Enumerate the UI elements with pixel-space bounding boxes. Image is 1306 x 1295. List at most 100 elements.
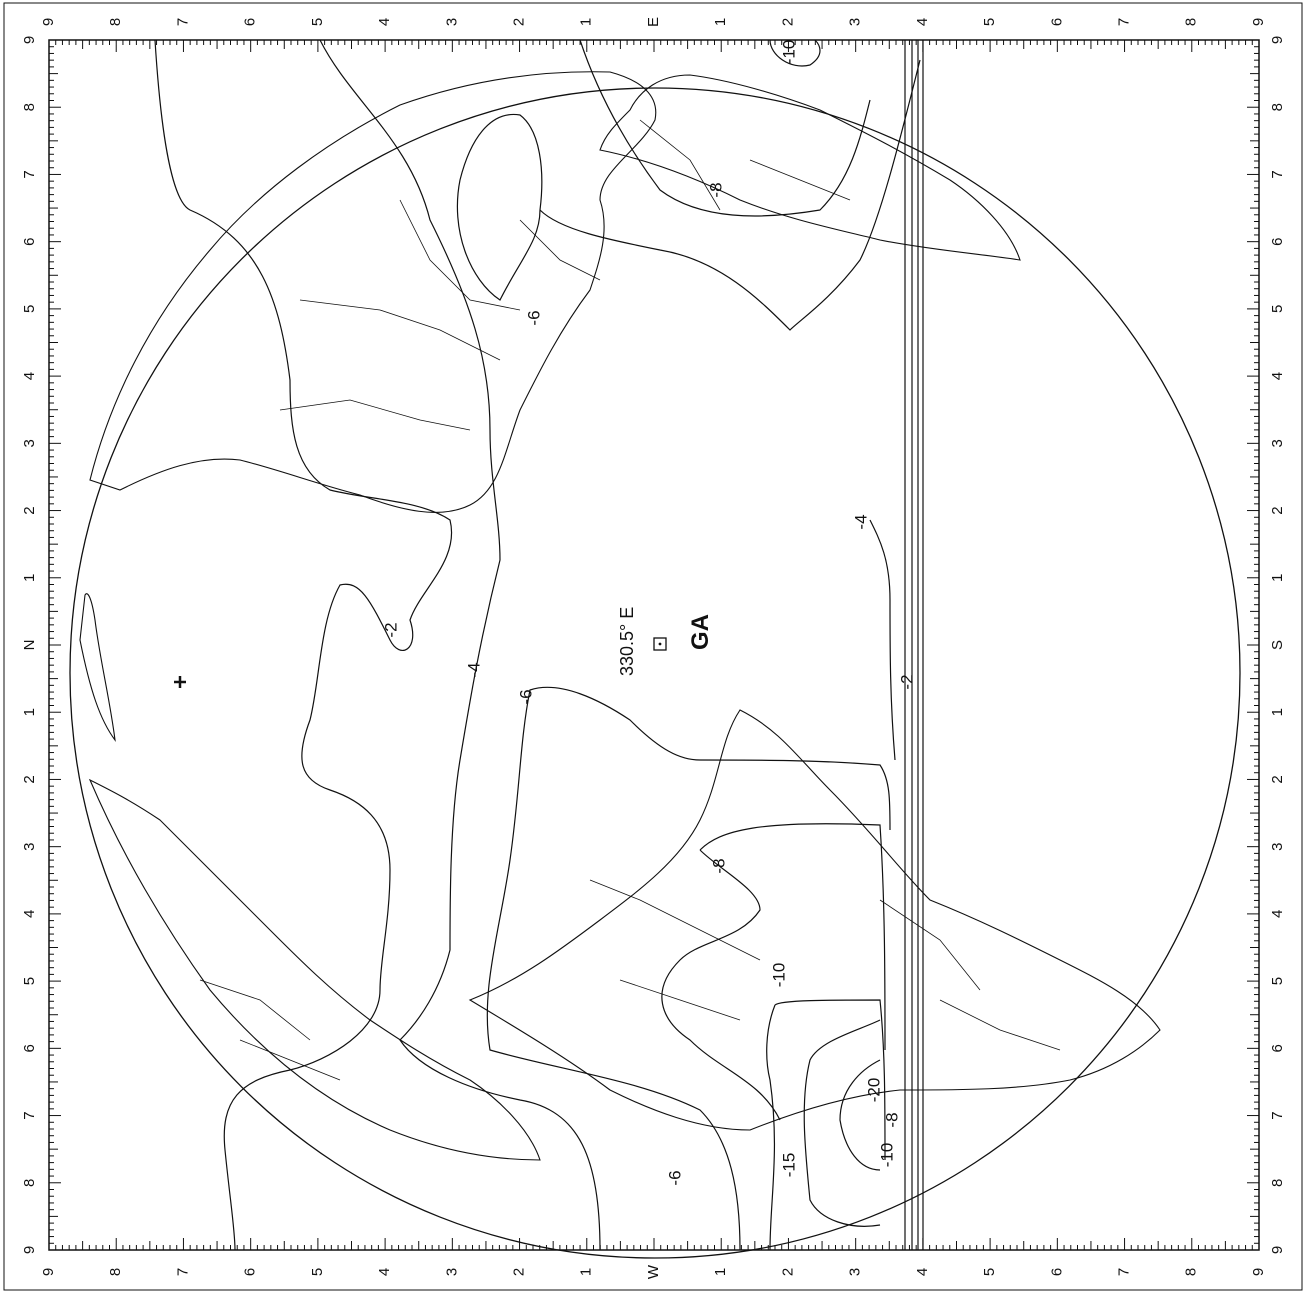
contour-top-minus-8 bbox=[579, 39, 871, 217]
scale-label-right: 8 bbox=[1269, 1179, 1286, 1187]
contour-minus-2 bbox=[154, 39, 453, 1251]
scale-label-bottom: 2 bbox=[779, 1268, 796, 1276]
scale-label-bottom: 9 bbox=[1250, 1268, 1267, 1276]
satellite-position-marker bbox=[653, 637, 667, 651]
scale-label-top: 7 bbox=[1116, 18, 1133, 26]
scale-label-left: 6 bbox=[21, 1044, 38, 1052]
scale-label-bottom: 1 bbox=[578, 1268, 595, 1276]
scale-label-left: 7 bbox=[21, 1111, 38, 1119]
scale-label-right: 6 bbox=[1269, 237, 1286, 245]
scale-label-right: 2 bbox=[1269, 775, 1286, 783]
contour-label: -2 bbox=[897, 674, 916, 689]
contour-label: -10 bbox=[779, 40, 798, 65]
contour-label: -6 bbox=[516, 689, 535, 704]
scale-label-left: 7 bbox=[21, 170, 38, 178]
contour-label: -15 bbox=[779, 1153, 798, 1178]
contour-top-minus-4 bbox=[539, 59, 921, 331]
scale-label-top: 6 bbox=[1048, 18, 1065, 26]
scale-label-right: 4 bbox=[1269, 910, 1286, 918]
outer-border bbox=[3, 2, 1303, 1291]
aim-point-marker bbox=[174, 676, 186, 688]
earth-disc bbox=[69, 87, 1241, 1259]
scale-label-left: 2 bbox=[21, 506, 38, 514]
scale-label-right: 8 bbox=[1269, 103, 1286, 111]
scale-label-top: 8 bbox=[107, 18, 124, 26]
scale-label-top: 3 bbox=[443, 18, 460, 26]
contour-label: -6 bbox=[524, 310, 543, 325]
coastline-africa-south bbox=[599, 74, 1021, 261]
contour-label: -10 bbox=[877, 1143, 896, 1168]
contour-right-minus-2 bbox=[869, 519, 896, 761]
scale-label-bottom: 1 bbox=[712, 1268, 729, 1276]
scale-label-left: 8 bbox=[21, 1179, 38, 1187]
satellite-longitude-label: 330.5° E bbox=[617, 607, 637, 676]
scale-label-bottom: 8 bbox=[107, 1268, 124, 1276]
scale-label-right: 2 bbox=[1269, 506, 1286, 514]
limit-lines bbox=[904, 40, 924, 1250]
scale-label-bottom: 3 bbox=[847, 1268, 864, 1276]
scale-labels-left: 9 8 7 6 5 4 3 2 1 N 1 2 3 4 5 6 7 8 9 bbox=[21, 36, 38, 1254]
scale-label-right: 6 bbox=[1269, 1044, 1286, 1052]
scale-label-left: 3 bbox=[21, 842, 38, 850]
scale-label-left: 5 bbox=[21, 305, 38, 313]
contour-minus-8 bbox=[661, 823, 886, 1121]
scale-label-left: 3 bbox=[21, 439, 38, 447]
scale-label-bottom: 4 bbox=[376, 1268, 393, 1276]
scale-label-top: 7 bbox=[174, 18, 191, 26]
scale-label-right: 9 bbox=[1269, 36, 1286, 44]
scale-label-left: 9 bbox=[21, 1246, 38, 1254]
satellite-position-dot bbox=[658, 642, 662, 646]
scale-label-bottom: 5 bbox=[309, 1268, 326, 1276]
contour-label: -2 bbox=[381, 622, 400, 637]
scale-label-right: 4 bbox=[1269, 372, 1286, 380]
scale-label-left: 5 bbox=[21, 977, 38, 985]
scale-label-top: 8 bbox=[1183, 18, 1200, 26]
scale-label-top: 2 bbox=[511, 18, 528, 26]
scale-label-left: 4 bbox=[21, 372, 38, 380]
satellite-id-label: GA bbox=[687, 614, 714, 650]
scale-label-right: 3 bbox=[1269, 439, 1286, 447]
scale-label-bottom: 9 bbox=[40, 1268, 57, 1276]
contour-label: -20 bbox=[864, 1078, 883, 1103]
scale-label-right: 5 bbox=[1269, 977, 1286, 985]
scale-labels-right: 9 8 7 6 5 4 3 2 1 S 1 2 3 4 5 6 7 8 9 bbox=[1269, 36, 1286, 1254]
contour-minus-6 bbox=[456, 113, 543, 301]
scale-label-bottom: 7 bbox=[1116, 1268, 1133, 1276]
contour-label: -8 bbox=[706, 182, 725, 197]
scale-label-left: 8 bbox=[21, 103, 38, 111]
contour-label: -8 bbox=[709, 858, 728, 873]
borders bbox=[199, 119, 1061, 1081]
scale-label-top: 1 bbox=[712, 18, 729, 26]
coastline-greenland bbox=[79, 593, 116, 742]
scale-label-right: S bbox=[1269, 640, 1286, 650]
scale-label-top: 1 bbox=[578, 18, 595, 26]
coastlines bbox=[79, 71, 1161, 1161]
coastline-north-west bbox=[89, 71, 657, 513]
contour-minus-15 bbox=[803, 1019, 881, 1227]
scale-label-bottom: W bbox=[645, 1264, 662, 1279]
scale-label-bottom: 2 bbox=[511, 1268, 528, 1276]
scale-label-top: 5 bbox=[309, 18, 326, 26]
scale-label-top: 4 bbox=[376, 18, 393, 26]
scale-label-bottom: 6 bbox=[1048, 1268, 1065, 1276]
contour-label: -8 bbox=[882, 1112, 901, 1127]
scale-label-bottom: 5 bbox=[981, 1268, 998, 1276]
scale-label-top: 3 bbox=[847, 18, 864, 26]
scale-ticks bbox=[48, 39, 1260, 1251]
contour-minus-10 bbox=[766, 999, 886, 1251]
scale-label-right: 5 bbox=[1269, 305, 1286, 313]
scale-label-left: 6 bbox=[21, 237, 38, 245]
scale-labels-bottom: 9 8 7 6 5 4 3 2 1 W 1 2 3 4 5 6 7 8 9 bbox=[40, 1264, 1267, 1279]
scale-label-right: 1 bbox=[1269, 574, 1286, 582]
scale-label-top: 9 bbox=[1250, 18, 1267, 26]
scale-label-top: 9 bbox=[40, 18, 57, 26]
scale-label-top: 5 bbox=[981, 18, 998, 26]
contour-label: -10 bbox=[769, 963, 788, 988]
scale-label-bottom: 8 bbox=[1183, 1268, 1200, 1276]
contour-label-group: -2 -4 -6 -8 -10 -2 -4 -6 -8 -10 -15 -20 -6 -8 -10 bbox=[381, 40, 916, 1186]
scale-label-left: 9 bbox=[21, 36, 38, 44]
scale-label-right: 7 bbox=[1269, 1111, 1286, 1119]
gain-contours bbox=[154, 39, 921, 1251]
contour-minus-4 bbox=[319, 39, 601, 1251]
